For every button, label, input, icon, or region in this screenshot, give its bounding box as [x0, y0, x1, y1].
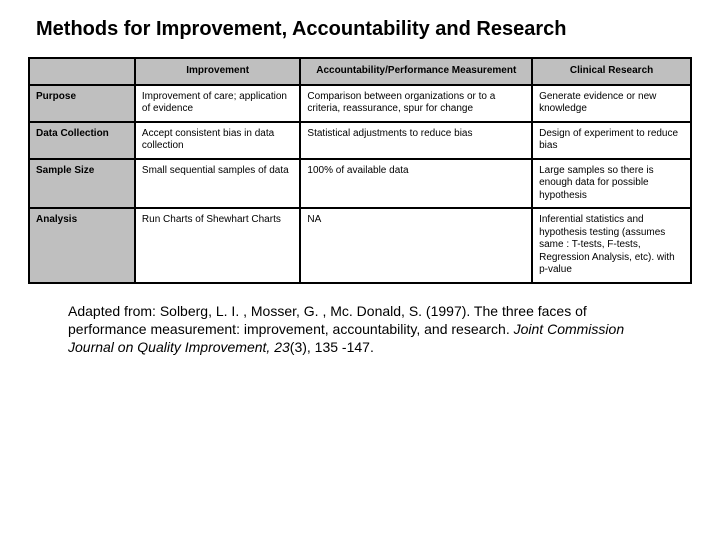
- row-label: Sample Size: [29, 159, 135, 209]
- citation-prefix: Adapted from: Solberg, L. I. , Mosser, G…: [68, 303, 587, 337]
- table-row: Purpose Improvement of care; application…: [29, 85, 691, 122]
- table-row: Analysis Run Charts of Shewhart Charts N…: [29, 208, 691, 283]
- cell: Run Charts of Shewhart Charts: [135, 208, 301, 283]
- cell: Large samples so there is enough data fo…: [532, 159, 691, 209]
- table-row: Sample Size Small sequential samples of …: [29, 159, 691, 209]
- header-blank: [29, 58, 135, 85]
- table-row: Data Collection Accept consistent bias i…: [29, 122, 691, 159]
- cell: Improvement of care; application of evid…: [135, 85, 301, 122]
- header-clinical: Clinical Research: [532, 58, 691, 85]
- cell: Inferential statistics and hypothesis te…: [532, 208, 691, 283]
- cell: Comparison between organizations or to a…: [300, 85, 532, 122]
- header-accountability: Accountability/Performance Measurement: [300, 58, 532, 85]
- citation: Adapted from: Solberg, L. I. , Mosser, G…: [68, 302, 662, 357]
- row-label: Data Collection: [29, 122, 135, 159]
- citation-suffix: (3), 135 -147.: [290, 339, 374, 355]
- header-improvement: Improvement: [135, 58, 301, 85]
- cell: Small sequential samples of data: [135, 159, 301, 209]
- cell: Design of experiment to reduce bias: [532, 122, 691, 159]
- cell: Statistical adjustments to reduce bias: [300, 122, 532, 159]
- table-header-row: Improvement Accountability/Performance M…: [29, 58, 691, 85]
- methods-table: Improvement Accountability/Performance M…: [28, 57, 692, 284]
- row-label: Analysis: [29, 208, 135, 283]
- cell: Accept consistent bias in data collectio…: [135, 122, 301, 159]
- page-title: Methods for Improvement, Accountability …: [36, 18, 692, 41]
- cell: Generate evidence or new knowledge: [532, 85, 691, 122]
- cell: 100% of available data: [300, 159, 532, 209]
- row-label: Purpose: [29, 85, 135, 122]
- cell: NA: [300, 208, 532, 283]
